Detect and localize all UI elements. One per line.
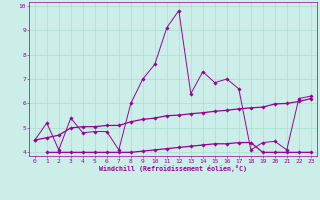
- X-axis label: Windchill (Refroidissement éolien,°C): Windchill (Refroidissement éolien,°C): [99, 165, 247, 172]
